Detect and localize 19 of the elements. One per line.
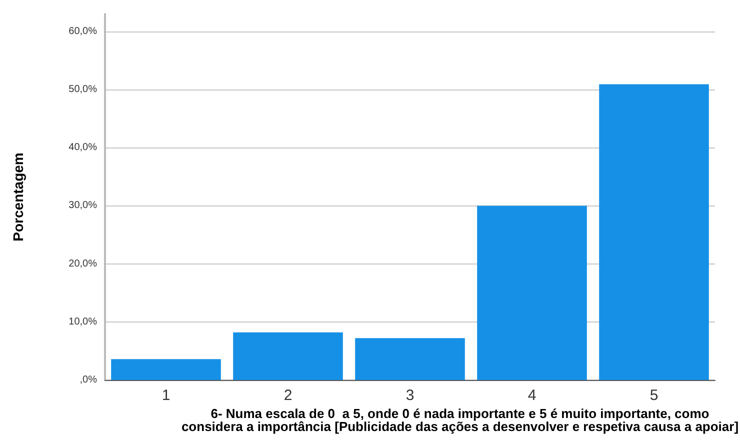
bar [111, 359, 221, 380]
y-tick-label: 60,0% [68, 26, 98, 37]
bar [233, 332, 343, 380]
x-tick-label: 5 [650, 387, 658, 404]
bar [355, 338, 465, 380]
y-tick-label: 30,0% [68, 200, 98, 212]
y-tick-label: 10,0% [68, 316, 98, 328]
y-tick-label: 50,0% [68, 84, 98, 96]
x-tick-label: 2 [284, 387, 292, 404]
x-tick-label: 4 [528, 387, 536, 404]
bar [599, 84, 709, 380]
bar [477, 206, 587, 380]
y-tick-label: ,0% [80, 374, 98, 386]
x-axis-title: 6- Numa escala de 0 a 5, onde 0 é nada importante e 5 é muito importante, como considera a importância [Publicidade das ações a desenvolver e respetiva causa a apoiar] [180, 406, 740, 434]
x-tick-label: 1 [162, 387, 170, 404]
y-tick-label: 20,0% [68, 258, 98, 270]
x-tick-label: 3 [406, 387, 414, 404]
y-axis-title: Porcentagem [10, 152, 26, 242]
y-tick-label: 40,0% [68, 142, 98, 154]
